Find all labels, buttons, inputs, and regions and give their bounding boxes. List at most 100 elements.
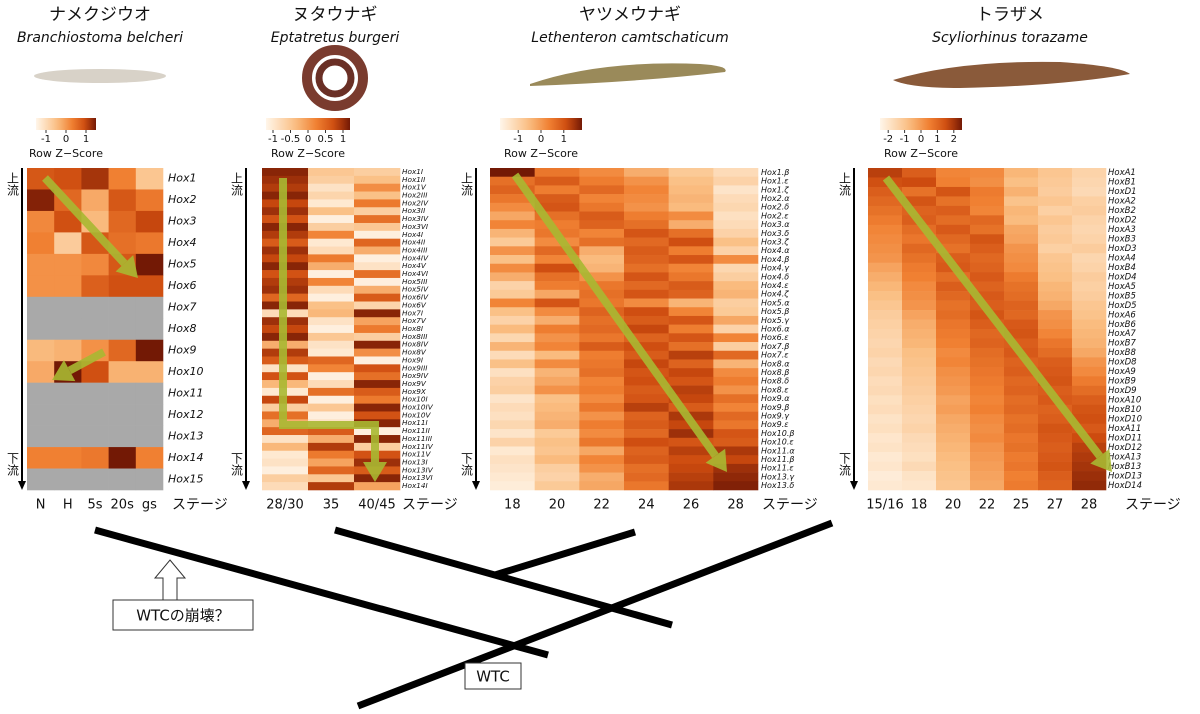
heatmap-cell <box>970 319 1005 330</box>
x-axis-label: ステージ <box>762 497 818 513</box>
colorbar-tick-label: 1 <box>934 134 940 145</box>
heatmap-cell <box>490 298 535 308</box>
row-label: HoxB4 <box>1108 263 1136 273</box>
heatmap-cell <box>1038 310 1073 320</box>
column-label: 15/16 <box>866 498 903 513</box>
row-label: Hox13I <box>402 458 428 467</box>
heatmap-cell <box>490 385 535 395</box>
heatmap-cell <box>713 298 759 308</box>
colorbar-tick-label: -0.5 <box>281 134 301 145</box>
heatmap-cell <box>868 385 903 396</box>
heatmap-cell <box>668 237 714 247</box>
colorbar-tick-label: 0 <box>305 134 311 145</box>
heatmap-cell <box>1004 414 1039 425</box>
heatmap-cell <box>27 275 55 298</box>
heatmap-cell <box>135 296 164 319</box>
heatmap-cell <box>27 447 55 469</box>
heatmap-cell <box>902 480 937 491</box>
trend-arrow-head <box>1090 448 1112 472</box>
heatmap-cell <box>902 366 937 377</box>
heatmap-cell <box>534 455 580 465</box>
heatmap-cell <box>624 307 669 317</box>
heatmap-cell <box>902 253 937 264</box>
row-label: Hox10V <box>402 410 432 419</box>
heatmap-cell <box>624 324 669 334</box>
heatmap-cell <box>354 348 401 357</box>
heatmap-cell <box>308 332 355 342</box>
heatmap-cell <box>868 310 903 320</box>
row-label: Hox11V <box>402 450 432 459</box>
row-label: HoxA3 <box>1108 225 1136 235</box>
heatmap-cell <box>81 361 109 383</box>
heatmap-cell <box>713 255 759 265</box>
heatmap-cell <box>308 482 355 491</box>
row-label: HoxB6 <box>1108 320 1136 330</box>
heatmap-cell <box>490 420 535 430</box>
heatmap-cell <box>868 224 903 235</box>
heatmap-cell <box>668 185 714 195</box>
heatmap-cell <box>1004 205 1039 216</box>
heatmap-cell <box>579 228 625 238</box>
heatmap-cell <box>1072 471 1107 481</box>
heatmap-cell <box>1004 186 1039 197</box>
heatmap-cell <box>668 385 714 395</box>
heatmap-cell <box>970 442 1005 453</box>
heatmap-cell <box>1004 329 1039 339</box>
row-label: Hox4.β <box>761 255 789 264</box>
heatmap-cell <box>936 177 971 188</box>
heatmap-cell <box>354 380 401 389</box>
heatmap-cell <box>135 339 164 362</box>
row-label: Hox4.ζ <box>761 290 789 299</box>
heatmap-cell <box>713 402 759 412</box>
heatmap-cell <box>624 402 669 412</box>
heatmap-cell <box>970 433 1005 443</box>
heatmap-cell <box>579 394 625 404</box>
heatmap-cell <box>27 189 55 212</box>
row-label: Hox8.δ <box>761 377 789 386</box>
heatmap-cell <box>308 175 355 185</box>
heatmap-cell <box>534 281 580 291</box>
heatmap-cell <box>868 281 903 292</box>
heatmap-cell <box>308 238 355 247</box>
heatmap-cell <box>668 194 714 204</box>
heatmap-cell <box>936 319 971 330</box>
heatmap-cell <box>713 194 759 204</box>
heatmap-cell <box>936 272 971 282</box>
row-label: Hox6IV <box>402 293 429 302</box>
heatmap-cell <box>354 325 401 334</box>
heatmap-cell <box>868 423 903 434</box>
heatmap-cell <box>868 243 903 254</box>
column-label: 18 <box>504 498 521 513</box>
heatmap-cell <box>1004 423 1039 434</box>
heatmap-cell <box>970 461 1005 472</box>
heatmap-cell <box>579 220 625 230</box>
colorbar <box>880 118 962 130</box>
heatmap-cell <box>534 298 580 308</box>
heatmap-cell <box>713 324 759 334</box>
heatmap-cell <box>262 458 309 467</box>
heatmap-cell <box>668 333 714 343</box>
heatmap-cell <box>1038 177 1073 188</box>
heatmap-cell <box>1072 338 1107 349</box>
heatmap-cell <box>354 207 401 216</box>
heatmap-cell <box>970 272 1005 282</box>
heatmap-cell <box>1072 404 1107 415</box>
heatmap-cell <box>27 210 55 233</box>
heatmap-cell <box>579 237 625 247</box>
row-label: Hox8I <box>402 324 423 333</box>
heatmap-cell <box>713 228 759 238</box>
heatmap-cell <box>27 468 55 491</box>
heatmap-cell <box>624 220 669 230</box>
heatmap-cell <box>354 254 401 263</box>
heatmap-cell <box>668 298 714 308</box>
heatmap-cell <box>262 474 309 483</box>
heatmap-cell <box>668 220 714 230</box>
heatmap-cell <box>868 196 903 207</box>
heatmap-cell <box>902 234 937 245</box>
heatmap-cell <box>1038 281 1073 292</box>
heatmap-cell <box>534 342 580 352</box>
amphioxus-image <box>34 69 166 83</box>
row-label: Hox1II <box>402 175 425 184</box>
heatmap-cell <box>668 202 714 212</box>
heatmap-cell <box>308 254 355 263</box>
